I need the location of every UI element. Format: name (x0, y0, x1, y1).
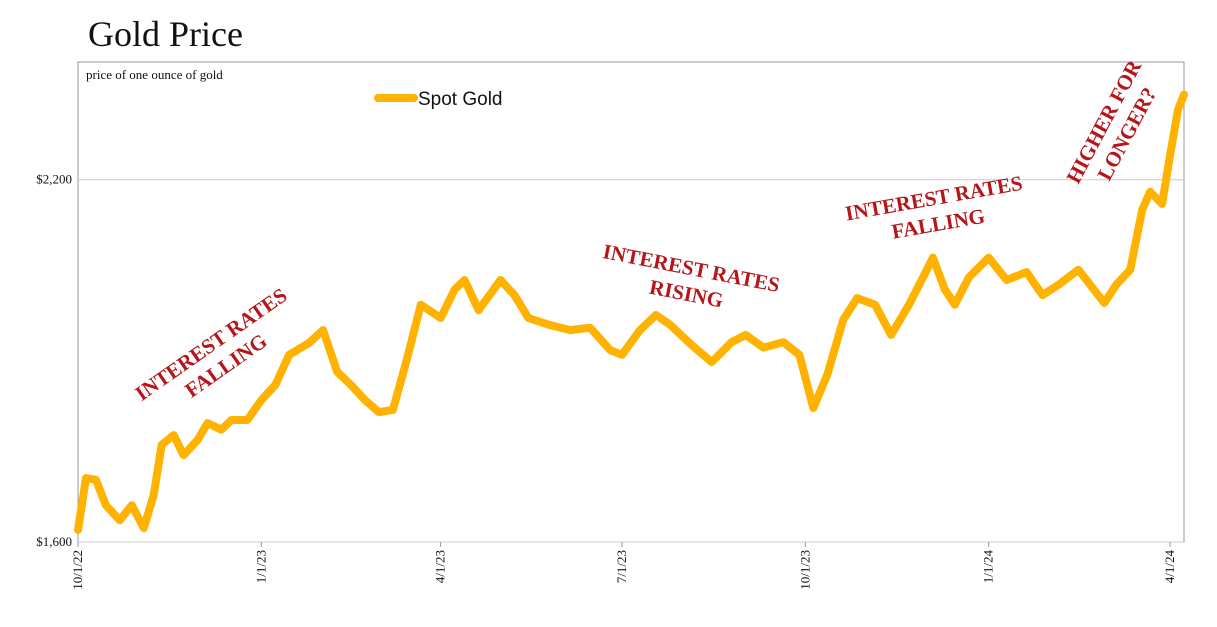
x-tick-label: 10/1/23 (797, 550, 812, 590)
x-tick-label: 7/1/23 (614, 550, 629, 583)
data-line (74, 90, 1188, 534)
x-tick-label: 4/1/24 (1162, 550, 1177, 584)
x-tick-label: 1/1/24 (981, 550, 996, 584)
legend-label: Spot Gold (418, 89, 503, 110)
x-tick-label: 10/1/22 (70, 550, 85, 590)
chart-title: Gold Price (88, 14, 243, 54)
subtitle: price of one ounce of gold (86, 67, 223, 82)
x-tick-label: 1/1/23 (253, 550, 268, 583)
x-tick-label: 4/1/23 (433, 550, 448, 583)
y-tick-label: $2,200 (36, 172, 72, 187)
plot-frame (77, 61, 1185, 543)
y-tick-label: $1,600 (36, 534, 72, 549)
